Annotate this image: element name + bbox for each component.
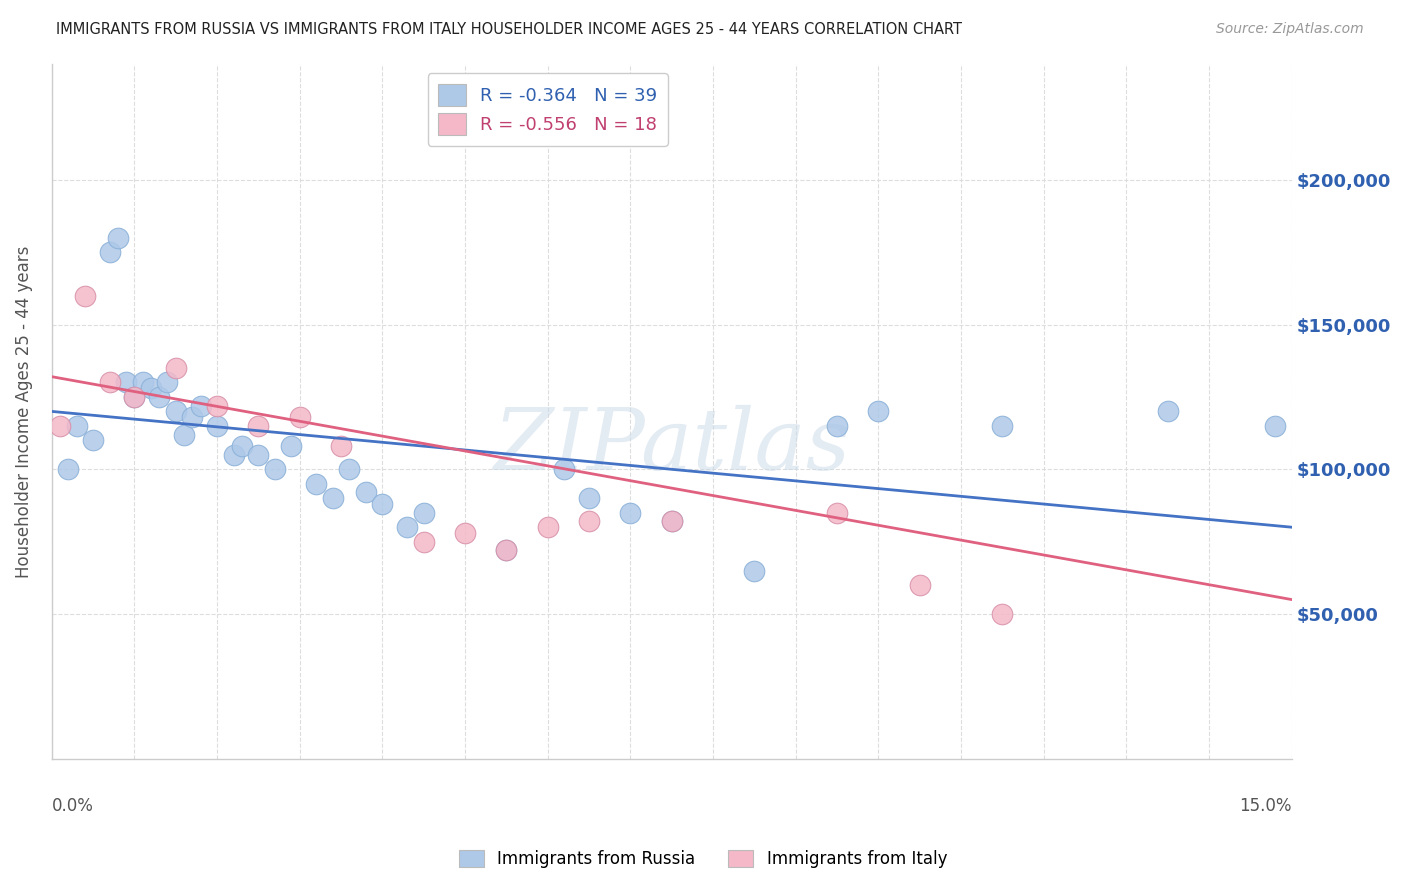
Point [661,515,683,529]
Point [247,418,270,433]
Point [264,462,287,476]
Point [58,462,80,476]
Point [280,439,302,453]
Point [222,448,245,462]
Point [454,526,477,541]
Point [148,390,170,404]
Point [495,543,517,558]
Point [412,534,434,549]
Point [825,506,848,520]
Y-axis label: Householder Income Ages 25 - 44 years: Householder Income Ages 25 - 44 years [15,245,32,578]
Point [1264,418,1286,433]
Point [181,410,204,425]
Point [495,543,517,558]
Point [322,491,344,506]
Point [139,381,162,395]
Point [173,427,195,442]
Text: Source: ZipAtlas.com: Source: ZipAtlas.com [1216,22,1364,37]
Point [744,564,766,578]
Point [124,390,146,404]
Point [396,520,419,534]
Point [205,399,228,413]
Point [661,515,683,529]
Text: ZIPatlas: ZIPatlas [494,405,851,488]
Point [305,476,328,491]
Point [288,410,311,425]
Point [991,607,1014,621]
Point [578,491,600,506]
Point [115,376,138,390]
Point [371,497,394,511]
Point [190,399,212,413]
Point [537,520,560,534]
Point [124,390,146,404]
Point [205,418,228,433]
Point [1157,404,1180,418]
Point [65,418,87,433]
Text: IMMIGRANTS FROM RUSSIA VS IMMIGRANTS FROM ITALY HOUSEHOLDER INCOME AGES 25 - 44 : IMMIGRANTS FROM RUSSIA VS IMMIGRANTS FRO… [56,22,962,37]
Point [231,439,253,453]
Point [354,485,377,500]
Point [619,506,641,520]
Legend: R = -0.364   N = 39, R = -0.556   N = 18: R = -0.364 N = 39, R = -0.556 N = 18 [427,73,668,146]
Point [330,439,353,453]
Point [553,462,575,476]
Point [578,515,600,529]
Legend: Immigrants from Russia, Immigrants from Italy: Immigrants from Russia, Immigrants from … [451,843,955,875]
Point [156,376,179,390]
Point [247,448,270,462]
Point [991,418,1014,433]
Point [825,418,848,433]
Point [337,462,360,476]
Point [98,376,121,390]
Point [98,245,121,260]
Point [82,434,104,448]
Text: 15.0%: 15.0% [1239,797,1292,815]
Text: 0.0%: 0.0% [52,797,94,815]
Point [131,376,153,390]
Point [165,404,187,418]
Point [908,578,931,592]
Point [868,404,890,418]
Point [107,231,129,245]
Point [412,506,434,520]
Point [165,361,187,376]
Point [73,288,96,302]
Point [49,418,72,433]
